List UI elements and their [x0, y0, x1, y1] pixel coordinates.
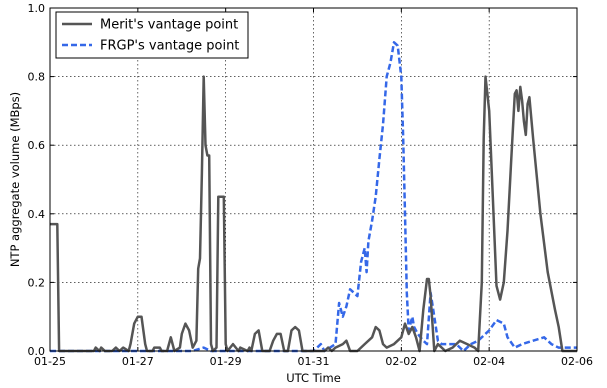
legend-label: FRGP's vantage point	[100, 39, 239, 54]
x-tick-label: 01-29	[210, 355, 242, 368]
y-tick-label: 1.0	[28, 2, 46, 15]
legend: Merit's vantage point FRGP's vantage poin…	[55, 11, 249, 59]
plot-background	[50, 8, 577, 351]
series-line-0	[50, 75, 577, 353]
x-axis-title: UTC Time	[286, 371, 341, 385]
y-tick-label: 0.8	[28, 71, 46, 84]
series-group	[50, 41, 577, 353]
y-tick-label: 0.4	[28, 208, 46, 221]
y-tick-label: 0.0	[28, 345, 46, 358]
y-tick-label: 0.2	[28, 276, 46, 289]
x-tick-label: 02-06	[561, 355, 593, 368]
axis-ticks: 01-25 01-27 01-29 01-31 02-02 02-04 02-06 0.0 0.…	[28, 2, 593, 368]
x-tick-label: 01-31	[298, 355, 330, 368]
series-line-1	[50, 41, 577, 353]
legend-box	[55, 11, 249, 59]
x-tick-label: 01-25	[34, 355, 66, 368]
y-axis-title: NTP aggregate volume (MBps)	[8, 92, 22, 267]
x-tick-label: 02-02	[385, 355, 417, 368]
x-tick-label: 02-04	[473, 355, 505, 368]
y-tick-label: 0.6	[28, 139, 46, 152]
legend-label: Merit's vantage point	[100, 18, 238, 33]
grid-lines	[50, 8, 577, 351]
x-tick-label: 01-27	[122, 355, 154, 368]
